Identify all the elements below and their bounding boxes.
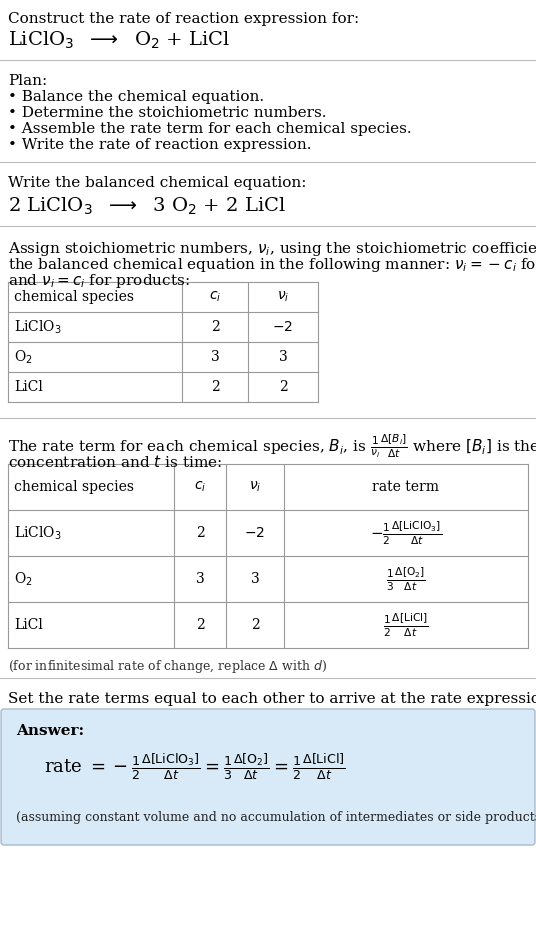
Text: chemical species: chemical species: [14, 480, 134, 494]
Text: $\nu_i$: $\nu_i$: [277, 290, 289, 304]
Text: $\nu_i$: $\nu_i$: [249, 480, 261, 494]
Text: 3: 3: [279, 350, 287, 364]
Text: • Assemble the rate term for each chemical species.: • Assemble the rate term for each chemic…: [8, 122, 412, 136]
Text: 3: 3: [251, 572, 259, 586]
Text: (for infinitesimal rate of change, replace $\Delta$ with $d$): (for infinitesimal rate of change, repla…: [8, 658, 327, 675]
Text: O$_2$: O$_2$: [14, 349, 33, 366]
Text: 2: 2: [211, 320, 219, 334]
Text: $c_i$: $c_i$: [209, 290, 221, 304]
Text: 2: 2: [196, 618, 204, 632]
Text: 2: 2: [211, 380, 219, 394]
Text: $-2$: $-2$: [244, 526, 265, 540]
Text: Answer:: Answer:: [16, 724, 84, 738]
Text: LiCl: LiCl: [14, 618, 43, 632]
Text: • Determine the stoichiometric numbers.: • Determine the stoichiometric numbers.: [8, 106, 326, 120]
Text: LiClO$_3$: LiClO$_3$: [14, 524, 62, 542]
Text: (assuming constant volume and no accumulation of intermediates or side products): (assuming constant volume and no accumul…: [16, 811, 536, 824]
Text: LiClO$_3$  $\longrightarrow$  O$_2$ + LiCl: LiClO$_3$ $\longrightarrow$ O$_2$ + LiCl: [8, 30, 230, 51]
Text: • Balance the chemical equation.: • Balance the chemical equation.: [8, 90, 264, 104]
Text: Construct the rate of reaction expression for:: Construct the rate of reaction expressio…: [8, 12, 359, 26]
Text: Plan:: Plan:: [8, 74, 47, 88]
Text: O$_2$: O$_2$: [14, 570, 33, 588]
Text: $-\frac{1}{2}\frac{\Delta[\mathrm{LiClO_3}]}{\Delta t}$: $-\frac{1}{2}\frac{\Delta[\mathrm{LiClO_…: [370, 519, 442, 547]
Text: chemical species: chemical species: [14, 290, 134, 304]
Text: and $\nu_i = c_i$ for products:: and $\nu_i = c_i$ for products:: [8, 272, 190, 290]
Text: Write the balanced chemical equation:: Write the balanced chemical equation:: [8, 176, 307, 190]
Text: • Write the rate of reaction expression.: • Write the rate of reaction expression.: [8, 138, 311, 152]
Text: LiClO$_3$: LiClO$_3$: [14, 318, 62, 335]
Text: concentration and $t$ is time:: concentration and $t$ is time:: [8, 454, 222, 470]
Text: Set the rate terms equal to each other to arrive at the rate expression:: Set the rate terms equal to each other t…: [8, 692, 536, 706]
FancyBboxPatch shape: [1, 709, 535, 845]
Text: rate term: rate term: [373, 480, 440, 494]
Text: Assign stoichiometric numbers, $\nu_i$, using the stoichiometric coefficients, $: Assign stoichiometric numbers, $\nu_i$, …: [8, 240, 536, 258]
Text: 3: 3: [211, 350, 219, 364]
Text: 2 LiClO$_3$  $\longrightarrow$  3 O$_2$ + 2 LiCl: 2 LiClO$_3$ $\longrightarrow$ 3 O$_2$ + …: [8, 196, 286, 218]
Text: $c_i$: $c_i$: [194, 480, 206, 494]
Text: LiCl: LiCl: [14, 380, 43, 394]
Text: $-2$: $-2$: [272, 320, 294, 334]
Text: 3: 3: [196, 572, 204, 586]
Text: $\frac{1}{3}\frac{\Delta[\mathrm{O_2}]}{\Delta t}$: $\frac{1}{3}\frac{\Delta[\mathrm{O_2}]}{…: [386, 565, 426, 593]
Text: the balanced chemical equation in the following manner: $\nu_i = -c_i$ for react: the balanced chemical equation in the fo…: [8, 256, 536, 274]
Text: 2: 2: [196, 526, 204, 540]
Text: 2: 2: [279, 380, 287, 394]
Text: 2: 2: [251, 618, 259, 632]
Text: The rate term for each chemical species, $B_i$, is $\frac{1}{\nu_i}\frac{\Delta[: The rate term for each chemical species,…: [8, 432, 536, 460]
Text: $\frac{1}{2}\frac{\Delta[\mathrm{LiCl}]}{\Delta t}$: $\frac{1}{2}\frac{\Delta[\mathrm{LiCl}]}…: [383, 611, 429, 638]
Text: rate $= -\frac{1}{2}\frac{\Delta[\mathrm{LiClO_3}]}{\Delta t} = \frac{1}{3}\frac: rate $= -\frac{1}{2}\frac{\Delta[\mathrm…: [44, 751, 346, 783]
